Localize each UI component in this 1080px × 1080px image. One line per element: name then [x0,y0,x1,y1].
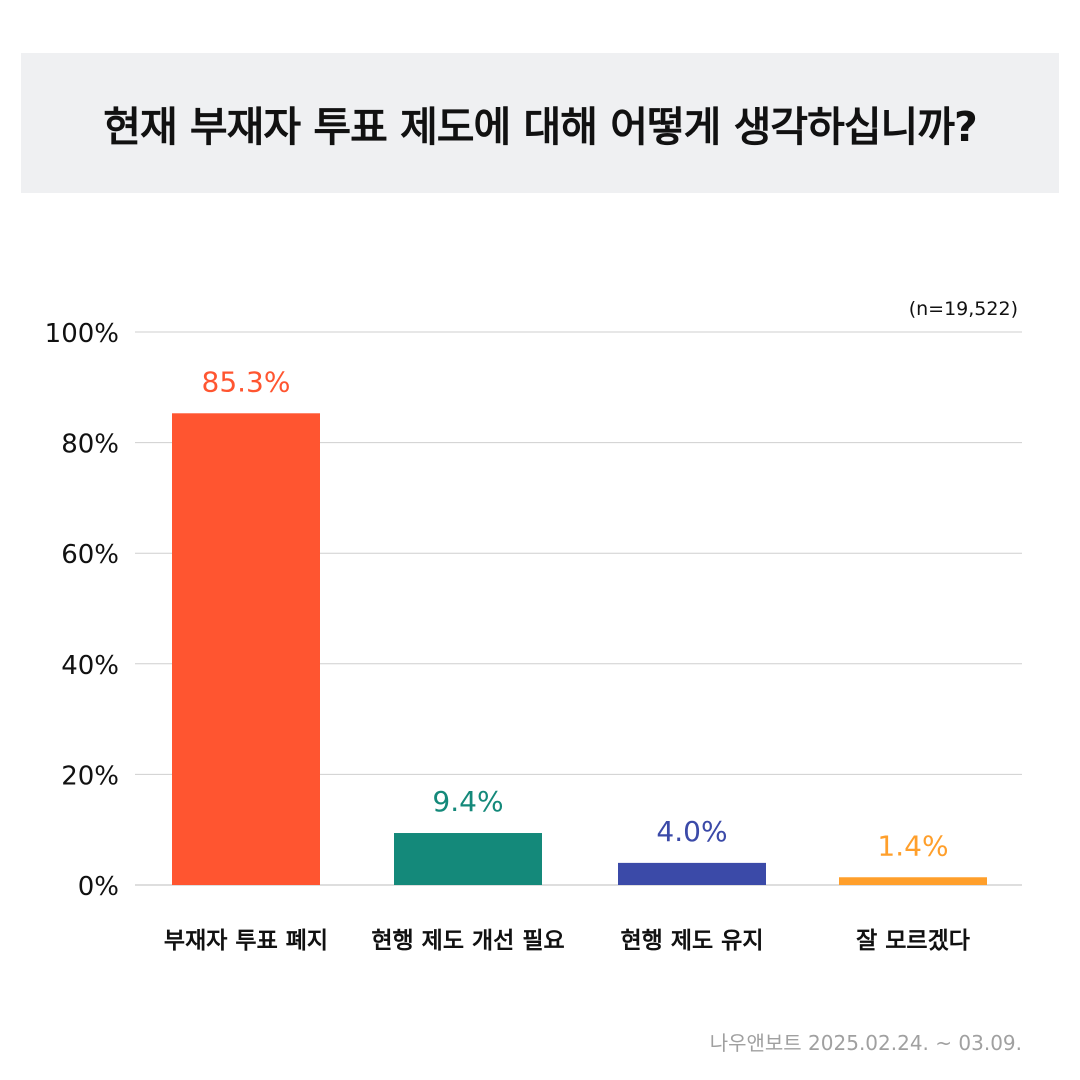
value-label: 9.4% [432,785,503,818]
x-tick-label: 현행 제도 유지 [621,928,764,954]
bars [172,413,987,885]
y-axis-ticks: 0% 20% 40% 60% 80% 100% [45,319,119,902]
bar [172,413,320,885]
x-tick-label: 잘 모르겠다 [856,928,970,954]
title-banner: 현재 부재자 투표 제도에 대해 어떻게 생각하십니까? [21,53,1059,193]
y-tick-label: 80% [61,430,119,460]
value-labels: 85.3% 9.4% 4.0% 1.4% [202,365,949,862]
y-tick-label: 60% [61,540,119,570]
x-tick-label: 현행 제도 개선 필요 [371,928,564,954]
y-tick-label: 100% [45,319,119,349]
x-tick-label: 부재자 투표 폐지 [164,928,328,954]
x-axis-ticks: 부재자 투표 폐지 현행 제도 개선 필요 현행 제도 유지 잘 모르겠다 [164,928,970,954]
chart-title: 현재 부재자 투표 제도에 대해 어떻게 생각하십니까? [103,103,978,151]
y-tick-label: 20% [61,761,119,791]
sample-size-label: (n=19,522) [908,298,1018,320]
value-label: 85.3% [202,365,291,398]
y-tick-label: 0% [78,872,119,902]
value-label: 1.4% [877,829,948,862]
bar [618,862,766,885]
value-label: 4.0% [656,815,727,848]
bar [394,833,542,885]
bar [839,877,987,885]
y-tick-label: 40% [61,651,119,681]
source-note: 나우앤보트 2025.02.24. ~ 03.09. [709,1031,1022,1055]
